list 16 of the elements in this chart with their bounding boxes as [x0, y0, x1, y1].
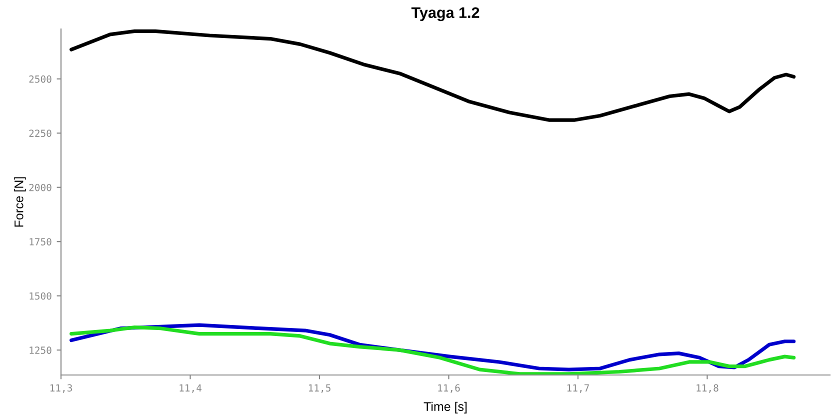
line-series — [70, 29, 796, 122]
x-tick-label: 11,5 — [308, 384, 330, 393]
x-tick-label: 11,7 — [567, 384, 589, 393]
x-tick-label: 11,8 — [696, 384, 718, 393]
y-tick-label: 2250 — [29, 130, 52, 137]
x-tick-label: 11,4 — [180, 384, 202, 393]
y-tick-label: 1750 — [30, 238, 52, 246]
x-tick-label: 11,6 — [438, 384, 460, 393]
y-tick-label: 2500 — [29, 75, 52, 83]
y-tick-label: 1250 — [30, 346, 52, 354]
x-tick-label: 11,3 — [50, 384, 72, 393]
y-axis-title: Force [N] — [14, 177, 26, 227]
chart-title: Tyaga 1.2 — [411, 7, 480, 22]
y-tick-label: 2000 — [29, 184, 52, 192]
y-tick-label: 1500 — [30, 292, 52, 300]
x-axis-title: Time [s] — [424, 402, 467, 414]
